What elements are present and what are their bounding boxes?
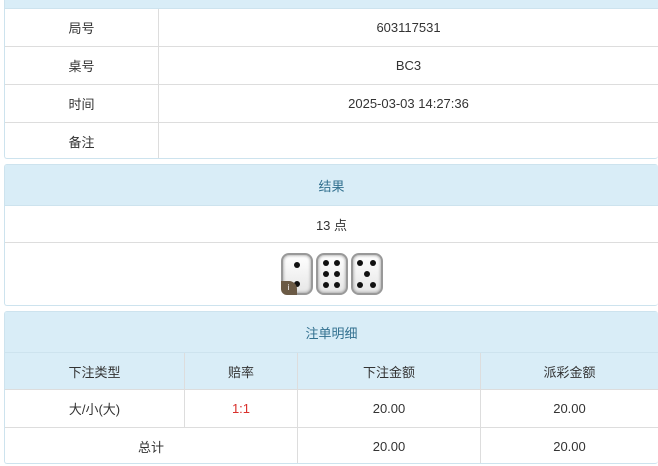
points-value: 13 点 — [315, 217, 348, 233]
bets-column-headers: 下注类型 赔率 下注金额 派彩金额 — [5, 353, 658, 390]
col-bet-type: 下注类型 — [5, 353, 185, 389]
col-payout: 派彩金额 — [543, 364, 596, 380]
die-pip — [369, 260, 376, 267]
info-row-round: 局号 603117531 — [5, 9, 658, 47]
die-5 — [350, 253, 383, 295]
round-number: 603117531 — [376, 20, 441, 35]
die-pip — [322, 282, 329, 289]
total-amount: 20.00 — [298, 428, 481, 463]
label: 桌号 — [5, 47, 159, 84]
bet-amount: 20.00 — [298, 390, 481, 427]
payout-amount: 20.00 — [553, 401, 586, 416]
table-row: 大/小(大) 1:1 20.00 20.00 — [5, 390, 658, 428]
col-amount: 下注金额 — [298, 353, 481, 389]
info-row-time: 时间 2025-03-03 14:27:36 — [5, 85, 658, 123]
bets-header: 注单明细 — [5, 312, 658, 353]
dice-row: i — [5, 243, 658, 305]
time-value: 2025-03-03 14:27:36 — [348, 96, 469, 111]
odds: 1:1 — [185, 390, 298, 427]
info-row-table: 桌号 BC3 — [5, 47, 658, 85]
die-2: i — [280, 253, 313, 295]
dice-container: i — [5, 243, 658, 305]
die-pip — [334, 259, 341, 266]
die-pip — [369, 281, 376, 288]
info-panel-header — [5, 0, 658, 9]
total-payout: 20.00 — [553, 438, 586, 454]
result-header: 结果 — [5, 165, 658, 206]
col-odds: 赔率 — [185, 353, 298, 389]
label: 局号 — [5, 9, 159, 46]
die-pip — [293, 261, 300, 268]
label: 备注 — [5, 123, 159, 158]
points-row: 13 点 — [5, 206, 658, 243]
info-panel: 局号 603117531 桌号 BC3 时间 2025-03-03 14:27:36 … — [4, 0, 658, 159]
result-panel: 结果 13 点 i — [4, 164, 658, 306]
total-row: 总计 20.00 20.00 — [5, 428, 658, 463]
bets-panel: 注单明细 下注类型 赔率 下注金额 派彩金额 大/小(大) 1:1 20.00 … — [4, 311, 658, 464]
die-6 — [315, 253, 348, 295]
info-row-note: 备注 — [5, 123, 658, 158]
label: 时间 — [5, 85, 159, 122]
die-pip — [293, 280, 300, 287]
die-pip — [322, 271, 329, 277]
table-number: BC3 — [395, 58, 422, 73]
die-pip — [357, 260, 364, 267]
bet-type: 大/小(大) — [5, 390, 185, 427]
die-pip — [357, 281, 364, 288]
info-badge-icon[interactable]: i — [280, 281, 297, 295]
die-pip — [363, 271, 370, 277]
die-pip — [334, 282, 341, 289]
note-value — [159, 123, 658, 158]
total-label: 总计 — [5, 428, 298, 463]
die-pip — [334, 271, 341, 277]
die-pip — [322, 259, 329, 266]
